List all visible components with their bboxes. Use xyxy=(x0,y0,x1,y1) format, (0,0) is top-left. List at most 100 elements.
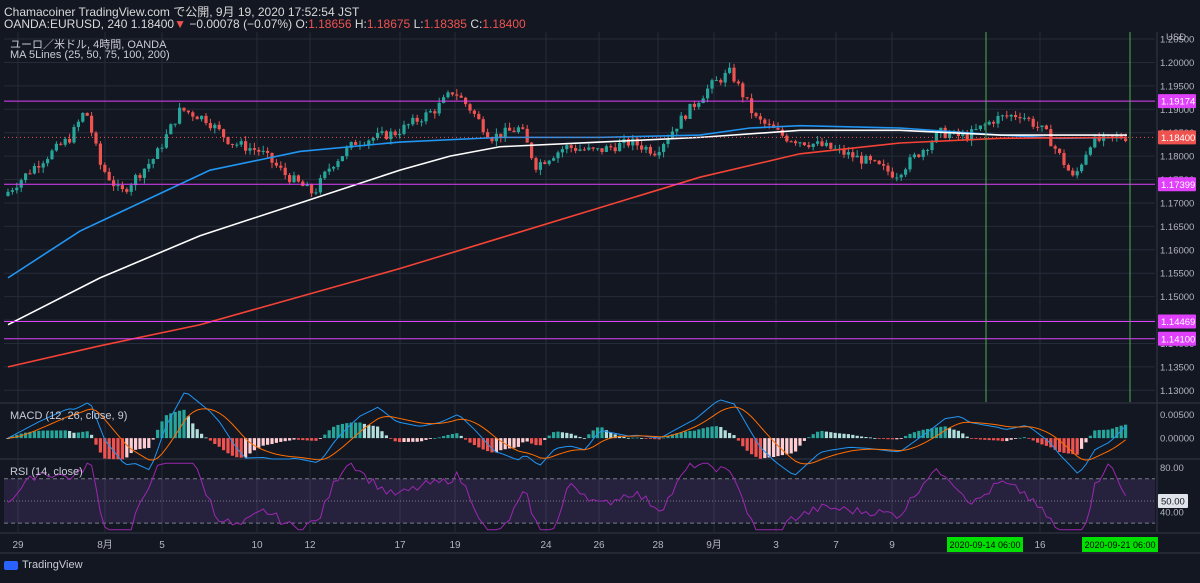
macd-bar xyxy=(1071,438,1075,455)
macd-bar xyxy=(178,410,182,439)
candle-body xyxy=(824,142,828,146)
macd-bar xyxy=(81,431,85,439)
macd-bar xyxy=(886,438,890,440)
price-tick-label: 1.19500 xyxy=(1160,81,1194,92)
candle-body xyxy=(1031,118,1035,127)
macd-bar xyxy=(728,432,732,439)
candle-body xyxy=(846,152,850,155)
macd-bar xyxy=(851,434,855,439)
macd-bar xyxy=(424,438,428,440)
candle-body xyxy=(437,102,441,114)
level-tag xyxy=(1158,314,1196,329)
macd-bar xyxy=(217,438,221,447)
macd-bar xyxy=(314,438,318,441)
candle-body xyxy=(239,141,243,145)
macd-line xyxy=(7,392,1126,476)
level-tag-label: 1.17399 xyxy=(1161,180,1195,191)
candle-body xyxy=(186,110,190,113)
candle-body xyxy=(1009,115,1013,117)
macd-bar xyxy=(32,431,36,439)
macd-bar xyxy=(116,438,120,460)
macd-bar xyxy=(877,438,881,439)
macd-bar xyxy=(1097,429,1101,439)
candle-body xyxy=(292,175,296,183)
macd-bar xyxy=(675,433,679,439)
candle-body xyxy=(582,149,586,151)
macd-bar xyxy=(1031,438,1035,441)
level-tag xyxy=(1158,177,1196,192)
macd-bar xyxy=(864,437,868,439)
pair-legend: ユーロ／米ドル, 4時間, OANDA xyxy=(10,39,167,51)
macd-bar xyxy=(318,438,322,439)
macd-bar xyxy=(961,433,965,439)
candle-body xyxy=(820,141,824,146)
candle-body xyxy=(754,113,758,117)
time-highlight-tag xyxy=(947,537,1023,552)
candle-body xyxy=(85,112,89,116)
candle-body xyxy=(829,142,833,149)
macd-bar xyxy=(745,438,749,451)
macd-bar xyxy=(767,438,771,458)
candle-body xyxy=(1044,125,1048,130)
macd-bar xyxy=(464,438,468,440)
macd-bar xyxy=(512,438,516,448)
macd-bar xyxy=(750,438,754,455)
macd-bar xyxy=(72,432,76,439)
macd-bar xyxy=(1080,438,1084,449)
candle-body xyxy=(855,155,859,158)
ma-legend[interactable]: MA 5Lines (25, 50, 75, 100, 200) xyxy=(10,49,170,61)
macd-bar xyxy=(283,438,287,442)
candle-body xyxy=(472,110,476,114)
macd-bar xyxy=(411,438,415,442)
high-value: 1.18675 xyxy=(366,17,411,31)
candle-body xyxy=(552,158,556,161)
candle-body xyxy=(1115,135,1119,137)
candle-body xyxy=(596,148,600,150)
candle-body xyxy=(112,180,116,187)
macd-bar xyxy=(252,438,256,451)
candle-body xyxy=(508,127,512,131)
candle-body xyxy=(609,146,613,148)
candle-body xyxy=(54,143,58,151)
candle-body xyxy=(930,142,934,150)
macd-bar xyxy=(332,426,336,439)
candle-body xyxy=(512,130,516,133)
candle-body xyxy=(283,167,287,176)
macd-bar xyxy=(182,409,186,439)
macd-bar xyxy=(349,422,353,439)
candle-body xyxy=(446,92,450,98)
macd-bar xyxy=(186,416,190,439)
macd-bar xyxy=(292,438,296,440)
candle-body xyxy=(222,129,226,137)
macd-bar xyxy=(1106,429,1110,439)
macd-bar xyxy=(789,438,793,454)
macd-bar xyxy=(1110,428,1114,439)
macd-bar xyxy=(481,438,485,450)
rsi-legend[interactable]: RSI (14, close) xyxy=(10,466,83,478)
candle-body xyxy=(68,138,72,143)
macd-bar xyxy=(415,438,419,442)
macd-bar xyxy=(943,426,947,439)
macd-bar xyxy=(266,438,270,445)
macd-bar xyxy=(191,423,195,439)
macd-bar xyxy=(560,432,564,439)
candle-body xyxy=(424,112,428,122)
candle-body xyxy=(692,103,696,107)
currency-label: USD xyxy=(1166,32,1186,43)
time-tick-label: 26 xyxy=(593,540,605,551)
macd-bar xyxy=(648,438,652,439)
macd-bar xyxy=(824,431,828,439)
tradingview-brand[interactable]: TradingView xyxy=(4,559,83,571)
candle-body xyxy=(807,145,811,147)
price-tick-label: 1.17000 xyxy=(1160,198,1194,209)
candle-body xyxy=(235,144,239,146)
macd-bar xyxy=(420,438,424,442)
macd-legend[interactable]: MACD (12, 26, close, 9) xyxy=(10,410,128,422)
candle-body xyxy=(156,148,160,160)
candle-body xyxy=(758,116,762,120)
macd-bar xyxy=(200,433,204,439)
macd-bar xyxy=(706,427,710,439)
macd-bar xyxy=(794,438,798,452)
